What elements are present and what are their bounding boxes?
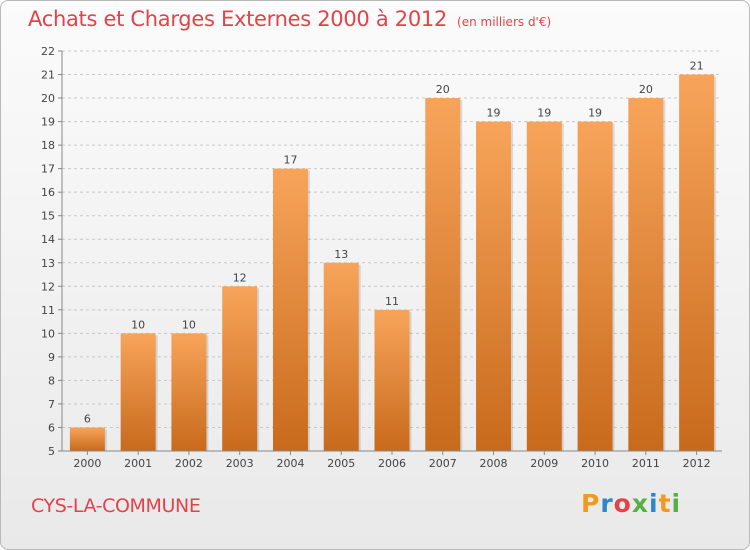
logo-letter: P <box>581 489 601 518</box>
x-tick-label: 2002 <box>175 457 203 470</box>
chart-title-block: Achats et Charges Externes 2000 à 2012 (e… <box>28 7 551 31</box>
x-tick-label: 2000 <box>73 457 101 470</box>
y-tick-label: 22 <box>41 45 55 58</box>
proxiti-logo: Proxiti <box>581 489 681 518</box>
y-tick-label: 20 <box>41 92 55 105</box>
x-tick-label: 2006 <box>378 457 406 470</box>
y-tick-label: 6 <box>48 421 55 434</box>
y-tick-label: 13 <box>41 257 55 270</box>
bar-value-label: 10 <box>182 318 196 331</box>
y-tick-label: 15 <box>41 210 55 223</box>
bar <box>323 262 359 451</box>
y-tick-label: 10 <box>41 327 55 340</box>
bar-value-label: 19 <box>588 107 602 120</box>
x-tick-label: 2003 <box>226 457 254 470</box>
bar <box>272 168 308 451</box>
bar <box>120 333 156 451</box>
bar-value-label: 17 <box>283 154 297 167</box>
logo-letter: r <box>600 489 614 518</box>
y-tick-label: 11 <box>41 304 55 317</box>
x-tick-label: 2005 <box>327 457 355 470</box>
logo-letter: o <box>613 489 632 518</box>
bar <box>628 98 664 451</box>
chart-title: Achats et Charges Externes 2000 à 2012 <box>28 7 448 31</box>
y-tick-label: 7 <box>48 398 55 411</box>
bar-value-label: 12 <box>233 271 247 284</box>
y-tick-label: 21 <box>41 69 55 82</box>
bar-value-label: 10 <box>131 318 145 331</box>
bar <box>222 286 258 451</box>
bar <box>69 427 105 451</box>
bar-value-label: 19 <box>537 107 551 120</box>
logo-letter: t <box>658 489 672 518</box>
bar-value-label: 20 <box>639 83 653 96</box>
logo-letter: i <box>671 489 682 518</box>
y-tick-label: 16 <box>41 186 55 199</box>
x-tick-label: 2012 <box>683 457 711 470</box>
bar-value-label: 6 <box>84 412 91 425</box>
y-tick-label: 12 <box>41 280 55 293</box>
x-tick-label: 2009 <box>530 457 558 470</box>
bar <box>171 333 207 451</box>
y-tick-label: 17 <box>41 163 55 176</box>
y-tick-label: 18 <box>41 139 55 152</box>
commune-name: CYS-LA-COMMUNE <box>31 495 201 517</box>
bar-value-label: 11 <box>385 295 399 308</box>
y-tick-label: 5 <box>48 445 55 458</box>
bar <box>425 98 461 451</box>
x-tick-label: 2004 <box>276 457 304 470</box>
x-tick-label: 2010 <box>581 457 609 470</box>
bar <box>577 121 613 452</box>
y-tick-label: 9 <box>48 351 55 364</box>
bar <box>374 309 410 451</box>
y-tick-label: 14 <box>41 233 55 246</box>
x-tick-label: 2007 <box>429 457 457 470</box>
bar-value-label: 13 <box>334 248 348 261</box>
bar-value-label: 21 <box>690 60 704 73</box>
x-tick-label: 2001 <box>124 457 152 470</box>
chart-unit: (en milliers d'€) <box>457 15 552 29</box>
logo-letter: x <box>631 489 649 518</box>
bar <box>679 74 715 451</box>
bar-value-label: 19 <box>487 107 501 120</box>
y-tick-label: 8 <box>48 374 55 387</box>
bar <box>526 121 562 452</box>
x-tick-label: 2008 <box>480 457 508 470</box>
logo-letter: i <box>649 489 659 518</box>
y-tick-label: 19 <box>41 116 55 129</box>
bar-value-label: 20 <box>436 83 450 96</box>
x-tick-label: 2011 <box>632 457 660 470</box>
bar <box>476 121 512 452</box>
